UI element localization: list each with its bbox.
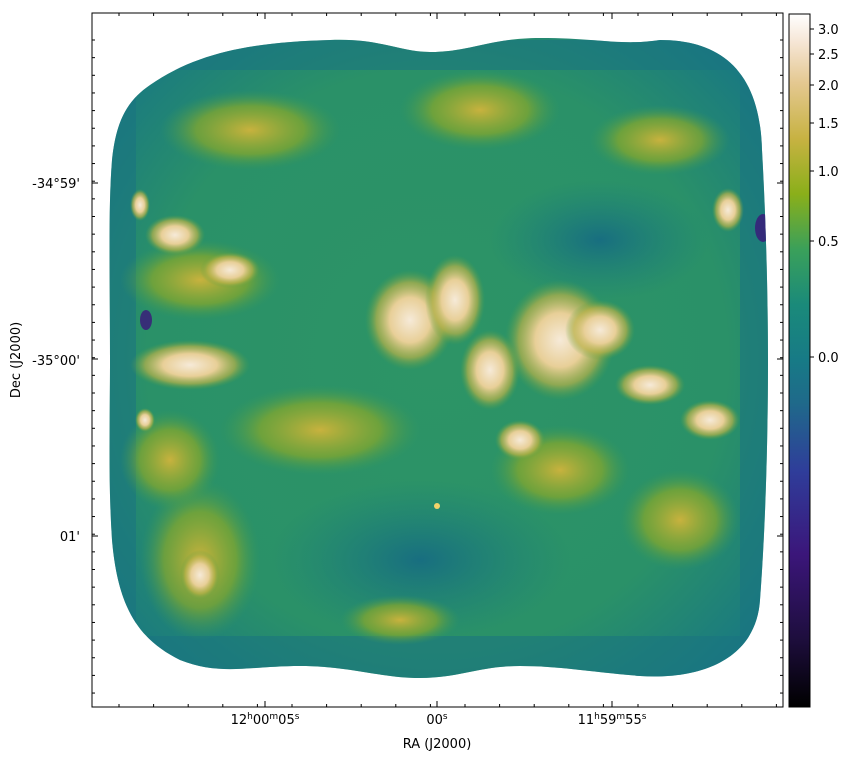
colorbar: 3.0 2.5 2.0 1.5 1.0 0.5 0.0 [788,13,839,708]
colorbar-tick-label: 3.0 [818,23,839,38]
y-axis-label: Dec (J2000) [9,322,24,398]
colorbar-tick-label: 2.0 [818,79,839,94]
colorbar-tick-label: 0.5 [818,235,839,250]
emission-map [109,38,768,678]
colorbar-tick-label: 1.5 [818,117,839,132]
y-tick-labels: -34°59' -35°00' 01' [32,177,80,545]
colorbar-tick-label: 1.0 [818,165,839,180]
y-tick-label: -34°59' [32,177,80,192]
colorbar-gradient [788,13,811,708]
axis-ticks [92,13,783,707]
x-axis-label: RA (J2000) [403,737,472,752]
x-tick-label: 00s [426,712,448,728]
colorbar-tick-label: 2.5 [818,48,839,63]
x-tick-label: 11h59m55s [578,712,647,728]
y-tick-label: -35°00' [32,354,80,369]
colorbar-tick-label: 0.0 [818,351,839,366]
x-tick-labels: 12h00m05s 00s 11h59m55s [231,712,647,728]
point-source [434,503,440,509]
y-tick-label: 01' [60,530,80,545]
x-tick-label: 12h00m05s [231,712,300,728]
